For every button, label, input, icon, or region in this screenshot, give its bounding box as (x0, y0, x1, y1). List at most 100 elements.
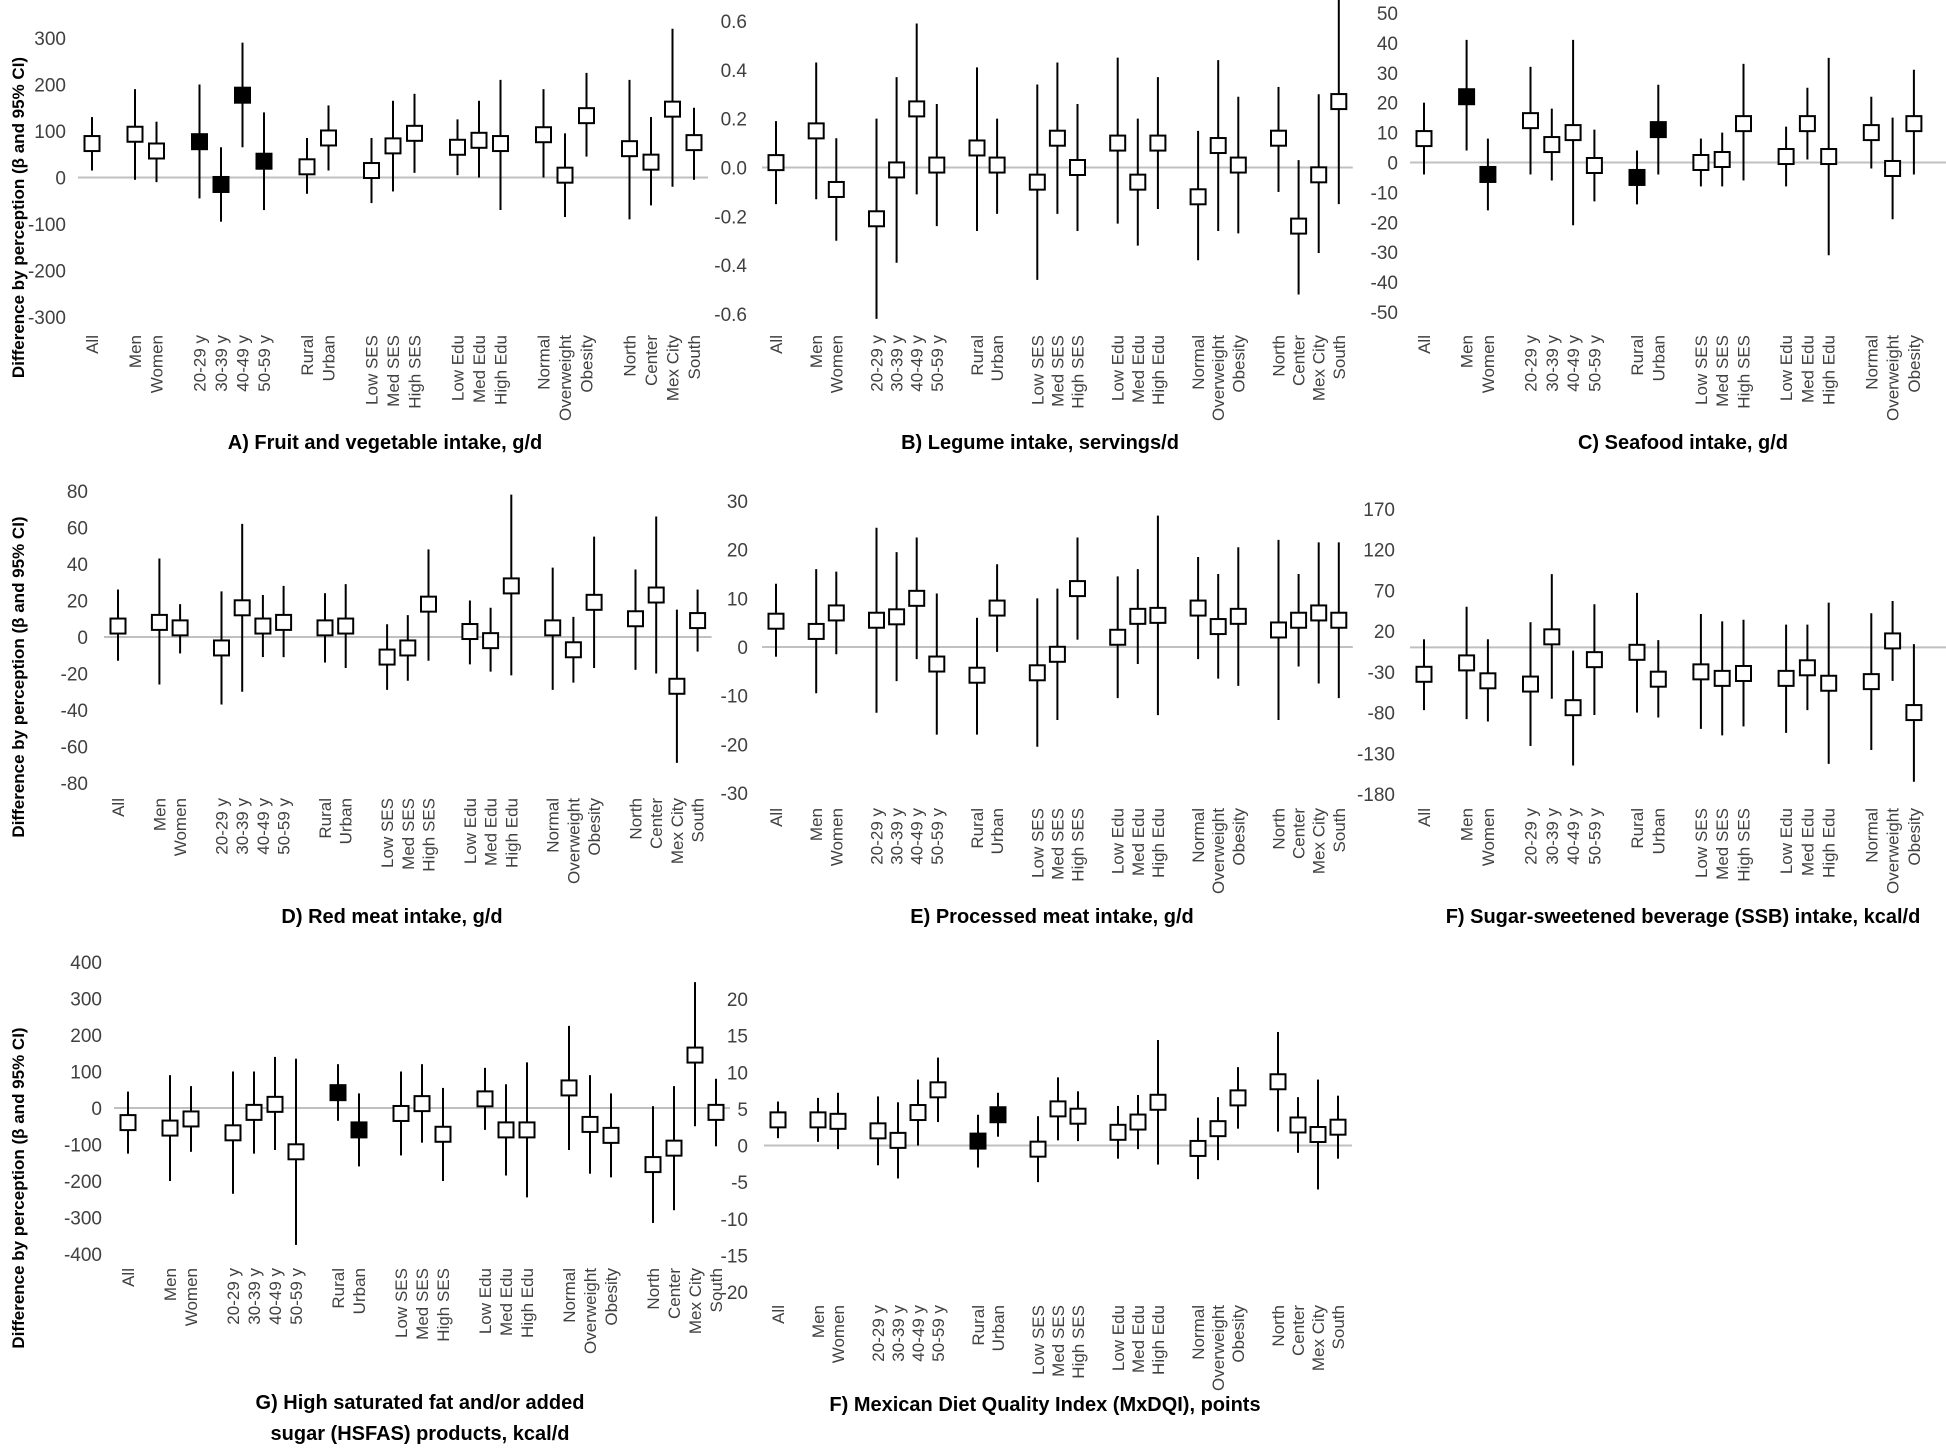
y-tick-label: 100 (34, 122, 66, 143)
y-tick-label: -100 (28, 215, 66, 236)
y-tick-label: -80 (61, 774, 88, 795)
category-label: Low SES (363, 335, 382, 405)
estimate-marker-filled (1479, 165, 1497, 183)
estimate-marker-filled (1649, 121, 1667, 139)
estimate-marker (1415, 665, 1433, 683)
category-label: Women (148, 335, 167, 393)
estimate-marker (1820, 148, 1838, 166)
category-label: Men (126, 335, 145, 368)
estimate-marker (233, 599, 251, 617)
estimate-marker (1713, 669, 1731, 687)
category-label: North (1270, 335, 1289, 377)
category-label: Med SES (399, 798, 418, 870)
estimate-marker (337, 617, 355, 635)
estimate-marker-filled (1628, 168, 1646, 186)
estimate-marker (1543, 628, 1561, 646)
estimate-marker (492, 135, 509, 153)
estimate-marker (1048, 645, 1066, 663)
estimate-marker (665, 1139, 683, 1157)
y-tick-label: 200 (70, 1026, 102, 1047)
category-label: Obesity (1229, 808, 1248, 866)
estimate-marker-filled (350, 1121, 368, 1139)
category-label: 30-39 y (888, 335, 907, 392)
category-label: Obesity (585, 798, 604, 856)
y-tick-label: 0.6 (721, 12, 747, 33)
estimate-marker (320, 129, 337, 147)
estimate-marker (1028, 664, 1046, 682)
estimate-marker (434, 1125, 452, 1143)
category-label: Med Edu (482, 798, 501, 866)
estimate-marker-filled (191, 133, 208, 151)
estimate-marker (1522, 112, 1539, 130)
category-label: High Edu (502, 798, 521, 868)
y-tick-label: 0.2 (721, 110, 747, 131)
category-label: Mex City (1309, 1305, 1328, 1372)
estimate-marker (1777, 148, 1795, 166)
estimate-marker (829, 1112, 847, 1130)
estimate-marker (767, 612, 785, 630)
estimate-marker-filled (1458, 88, 1476, 106)
estimate-marker-filled (329, 1084, 347, 1102)
category-label: Overweight (1209, 335, 1228, 421)
y-tick-label: -400 (64, 1245, 102, 1266)
estimate-marker (1269, 1073, 1287, 1091)
category-label: Urban (320, 335, 339, 381)
category-label: All (1415, 335, 1434, 354)
estimate-marker (470, 131, 488, 149)
y-tick-label: -10 (721, 687, 748, 708)
estimate-marker (150, 613, 168, 631)
category-label: Rural (298, 335, 317, 376)
estimate-marker (1905, 704, 1923, 722)
category-label: Normal (535, 335, 554, 390)
category-label: Low Edu (1777, 808, 1796, 874)
y-tick-label: 15 (727, 1027, 748, 1048)
estimate-marker (1209, 137, 1227, 155)
y-tick-label: 20 (1374, 622, 1395, 643)
chart-panel-1: -300 -200 -100 0 100 200 300 All Men Women 20-29 y… (9, 28, 708, 454)
estimate-marker (689, 612, 707, 630)
category-label: Normal (544, 798, 563, 853)
estimate-marker (767, 154, 785, 172)
estimate-marker (968, 666, 986, 684)
panel-title: C) Seafood intake, g/d (1578, 432, 1788, 454)
estimate-marker (686, 1046, 704, 1064)
category-label: Med Edu (497, 1268, 516, 1336)
y-tick-label: 10 (727, 589, 748, 610)
estimate-marker (1069, 1107, 1087, 1125)
chart-panel-8: -20 -15 -10 -5 0 5 10 15 20 All Men Women 20-29 y 30-… (721, 990, 1352, 1416)
y-tick-label: -20 (1371, 213, 1398, 234)
y-tick-label: -80 (1368, 704, 1395, 725)
estimate-marker (928, 655, 946, 673)
category-label: All (769, 1305, 788, 1324)
estimate-marker (461, 623, 479, 641)
chart-panel-6: -180 -130 -80 -30 20 70 120 170 All Men Women 20-29… (1357, 500, 1946, 928)
y-tick-label: 40 (67, 555, 88, 576)
estimate-marker (1735, 664, 1752, 682)
category-label: Normal (1189, 1305, 1208, 1360)
category-label: Men (150, 798, 169, 831)
estimate-marker (1129, 1113, 1147, 1131)
estimate-marker (1270, 129, 1287, 147)
y-tick-label: -200 (28, 262, 66, 283)
estimate-marker (581, 1115, 599, 1133)
y-tick-label: -30 (721, 784, 748, 805)
y-tick-label: 10 (1377, 124, 1398, 145)
estimate-marker (1458, 654, 1476, 672)
estimate-marker (1310, 604, 1328, 622)
category-label: High Edu (1149, 335, 1168, 405)
category-label: Urban (1649, 335, 1668, 381)
estimate-marker (1029, 1140, 1047, 1158)
estimate-marker (621, 140, 638, 158)
y-tick-label: 30 (727, 492, 748, 513)
estimate-marker-filled (234, 86, 251, 104)
estimate-marker (1735, 115, 1752, 133)
category-label: 20-29 y (213, 798, 232, 855)
estimate-marker (1692, 154, 1710, 171)
estimate-marker (827, 604, 845, 622)
category-label: Obesity (1905, 335, 1924, 393)
category-label: Mex City (668, 798, 687, 865)
estimate-marker (1628, 643, 1646, 661)
estimate-marker (1028, 173, 1046, 191)
y-tick-label: 170 (1363, 500, 1395, 521)
estimate-marker (497, 1121, 515, 1139)
